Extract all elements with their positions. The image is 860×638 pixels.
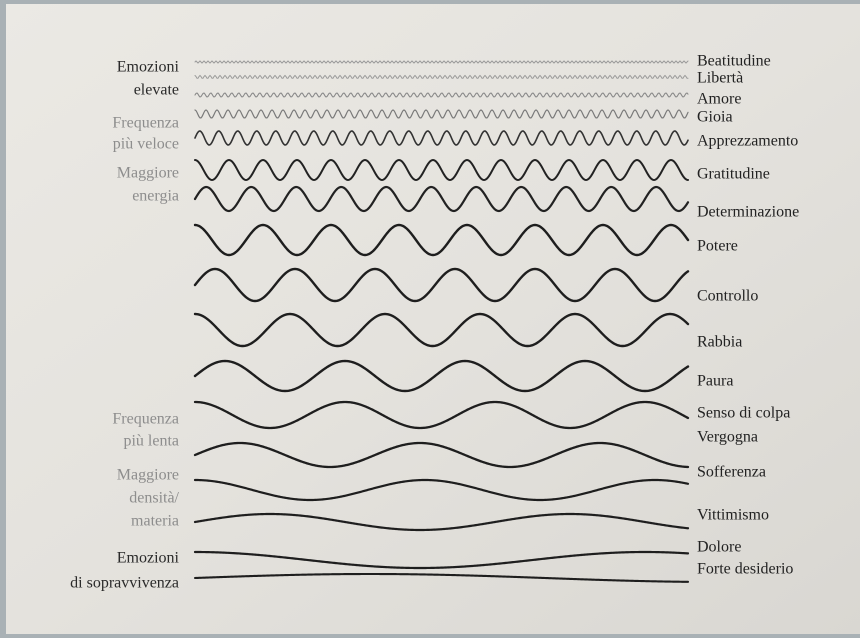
group-label: Maggiore [117, 467, 179, 484]
emotion-label: Vergogna [697, 429, 758, 446]
emotion-label: Beatitudine [697, 53, 771, 70]
emotion-label: Libertà [697, 70, 743, 87]
group-label: di sopravvivenza [70, 575, 179, 592]
group-label: più veloce [113, 136, 179, 153]
book-page: Emozioni elevate Frequenza più veloce Maggio… [0, 0, 860, 638]
emotion-label: Senso di colpa [697, 405, 790, 422]
group-label: densità/ [129, 490, 179, 507]
emotion-label: Paura [697, 373, 733, 390]
group-label: più lenta [123, 433, 179, 450]
emotion-label: Gratitudine [697, 166, 770, 183]
emotion-label: Sofferenza [697, 464, 766, 481]
emotion-label: Potere [697, 238, 738, 255]
group-label: materia [131, 513, 179, 530]
group-label: Emozioni [117, 550, 180, 567]
emotion-label: Controllo [697, 288, 758, 305]
emotion-label: Determinazione [697, 204, 799, 221]
emotion-label: Amore [697, 91, 741, 108]
group-label: energia [132, 188, 179, 205]
emotion-label: Apprezzamento [697, 133, 798, 150]
group-label: Frequenza [112, 411, 179, 428]
group-label: Frequenza [112, 115, 179, 132]
group-label: elevate [134, 82, 179, 99]
emotion-label: Gioia [697, 109, 733, 126]
emotion-label: Vittimismo [697, 507, 769, 524]
emotion-label: Dolore [697, 539, 741, 556]
emotion-label: Rabbia [697, 334, 742, 351]
emotion-label: Forte desiderio [697, 561, 793, 578]
page: Emozioni elevate Frequenza più veloce Maggio… [0, 0, 860, 638]
group-label: Emozioni [117, 59, 180, 76]
group-label: Maggiore [117, 165, 179, 182]
